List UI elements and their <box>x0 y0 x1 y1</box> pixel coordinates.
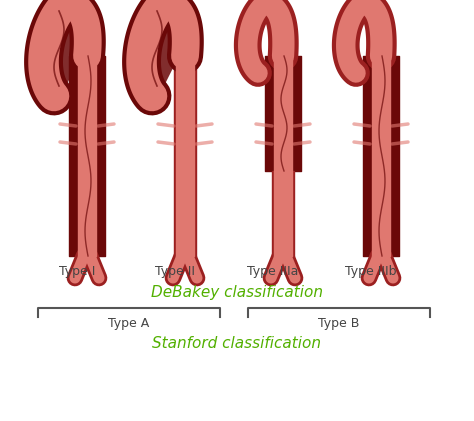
Text: Type A: Type A <box>109 317 150 330</box>
Polygon shape <box>32 16 79 93</box>
Text: Type I: Type I <box>59 264 95 277</box>
Text: Type IIIa: Type IIIa <box>247 264 299 277</box>
Text: DeBakey classification: DeBakey classification <box>151 285 323 301</box>
Text: Type IIIb: Type IIIb <box>345 264 397 277</box>
Text: Type B: Type B <box>319 317 360 330</box>
Polygon shape <box>130 16 177 93</box>
Text: Type II: Type II <box>155 264 195 277</box>
Text: Stanford classification: Stanford classification <box>153 336 321 351</box>
